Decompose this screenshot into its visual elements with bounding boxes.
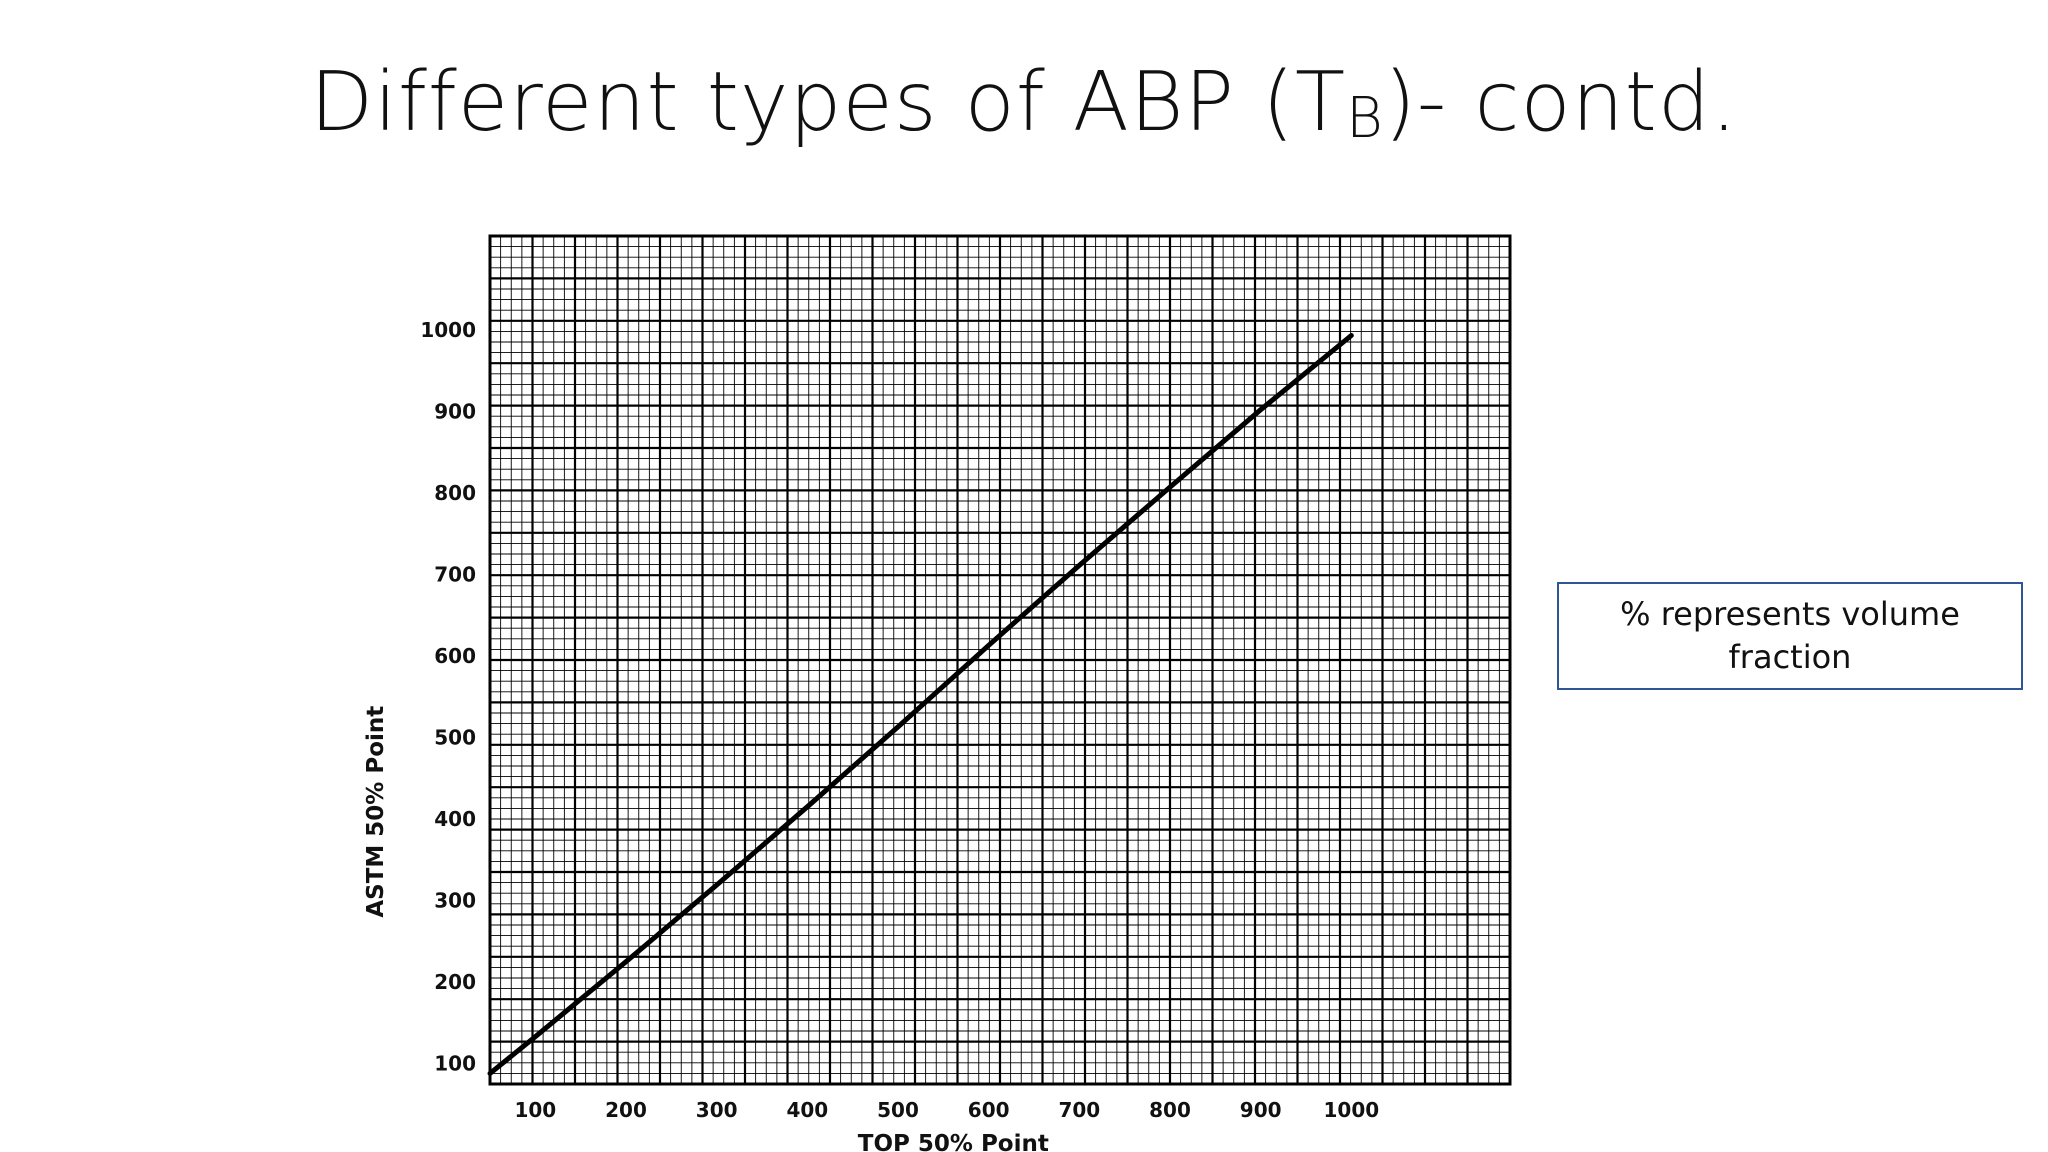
x-tick-label: 100 <box>514 1098 556 1122</box>
note-box: % represents volume fraction <box>1557 582 2023 690</box>
y-tick-label: 400 <box>434 807 476 831</box>
x-tick-label: 800 <box>1149 1098 1191 1122</box>
title-tail: )- contd. <box>1383 55 1738 150</box>
y-tick-label: 700 <box>434 562 476 586</box>
x-tick-label: 700 <box>1058 1098 1100 1122</box>
grid-major-lines <box>488 234 1512 1086</box>
x-tick-label: 500 <box>877 1098 919 1122</box>
y-tick-label: 800 <box>434 481 476 505</box>
y-tick-label: 500 <box>434 725 476 749</box>
series-line <box>487 333 1354 1076</box>
y-tick-label: 100 <box>434 1052 476 1076</box>
x-tick-label: 200 <box>605 1098 647 1122</box>
y-tick-label: 600 <box>434 644 476 668</box>
x-tick-labels: 100 200 300 400 500 600 700 800 900 1000 <box>514 1098 1379 1122</box>
y-tick-label: 300 <box>434 889 476 913</box>
slide-title: Different types of ABP (TB)- contd. <box>0 62 2048 147</box>
x-tick-label: 1000 <box>1323 1098 1379 1122</box>
x-tick-label: 400 <box>786 1098 828 1122</box>
y-axis-label: ASTM 50% Point <box>363 706 389 918</box>
title-text: Different types of ABP (T <box>310 55 1347 150</box>
x-axis-label: TOP 50% Point <box>858 1131 1049 1152</box>
title-subscript: B <box>1346 85 1384 151</box>
y-tick-label: 200 <box>434 970 476 994</box>
x-tick-label: 600 <box>968 1098 1010 1122</box>
x-tick-label: 900 <box>1240 1098 1282 1122</box>
plot-frame <box>488 234 1512 1086</box>
y-tick-label: 900 <box>434 399 476 423</box>
y-tick-labels: 100 200 300 400 500 600 700 800 900 1000 <box>420 318 476 1076</box>
note-text: % represents volume fraction <box>1620 594 1960 676</box>
x-tick-label: 300 <box>696 1098 738 1122</box>
y-tick-label: 1000 <box>420 318 476 342</box>
